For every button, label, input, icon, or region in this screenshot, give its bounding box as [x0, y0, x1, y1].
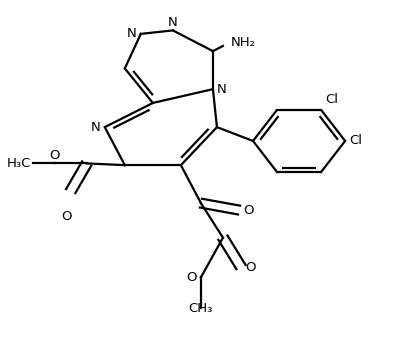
Text: Cl: Cl — [325, 93, 338, 106]
Text: N: N — [127, 27, 137, 40]
Text: O: O — [243, 204, 253, 217]
Text: N: N — [168, 16, 178, 29]
Text: CH₃: CH₃ — [189, 302, 213, 315]
Text: O: O — [186, 271, 197, 284]
Text: O: O — [245, 260, 255, 273]
Text: Cl: Cl — [349, 134, 362, 147]
Text: NH₂: NH₂ — [231, 36, 256, 49]
Text: N: N — [91, 121, 101, 134]
Text: N: N — [217, 82, 227, 95]
Text: O: O — [50, 149, 60, 162]
Text: O: O — [62, 210, 72, 223]
Text: H₃C: H₃C — [6, 157, 31, 170]
